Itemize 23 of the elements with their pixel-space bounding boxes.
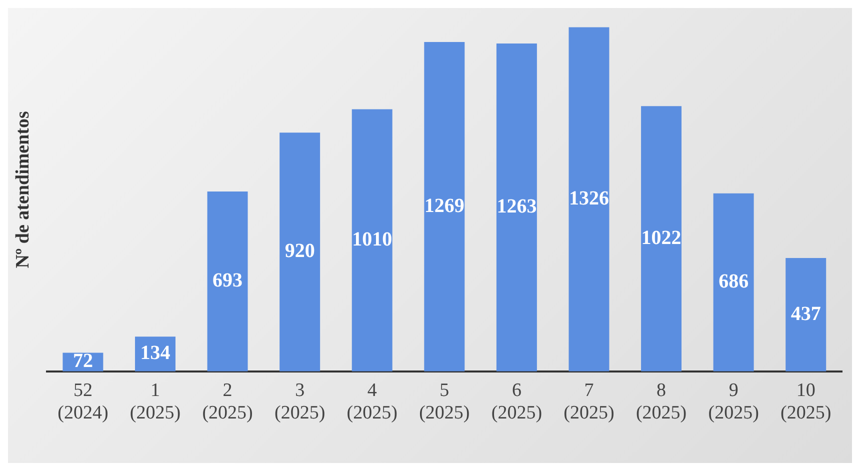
data-label: 920 bbox=[284, 240, 315, 262]
data-label: 1263 bbox=[496, 196, 537, 218]
x-tick-label: 52 (2024) bbox=[58, 380, 108, 424]
data-label: 686 bbox=[718, 270, 749, 293]
data-label: 1269 bbox=[424, 194, 464, 217]
y-axis-title: Nº de atendimentos bbox=[12, 111, 34, 268]
data-label: 1326 bbox=[568, 187, 609, 210]
x-tick-label: 9 (2025) bbox=[708, 380, 759, 424]
x-tick-label: 7 (2025) bbox=[564, 380, 614, 424]
x-tick-label: 4 (2025) bbox=[346, 380, 398, 424]
x-tick-label: 8 (2025) bbox=[636, 380, 687, 424]
data-label: 693 bbox=[212, 270, 243, 292]
x-tick-label: 5 (2025) bbox=[419, 380, 470, 424]
x-tick-label: 10 (2025) bbox=[780, 380, 832, 424]
data-label: 134 bbox=[140, 342, 170, 364]
x-tick-label: 6 (2025) bbox=[491, 380, 542, 424]
x-tick-label: 1 (2025) bbox=[130, 380, 181, 424]
x-tick-label: 2 (2025) bbox=[202, 380, 253, 424]
data-label: 72 bbox=[72, 350, 93, 372]
data-label: 437 bbox=[790, 302, 821, 325]
x-tick-label: 3 (2025) bbox=[274, 380, 326, 424]
data-label: 1010 bbox=[352, 228, 392, 250]
data-label: 1022 bbox=[641, 226, 682, 249]
